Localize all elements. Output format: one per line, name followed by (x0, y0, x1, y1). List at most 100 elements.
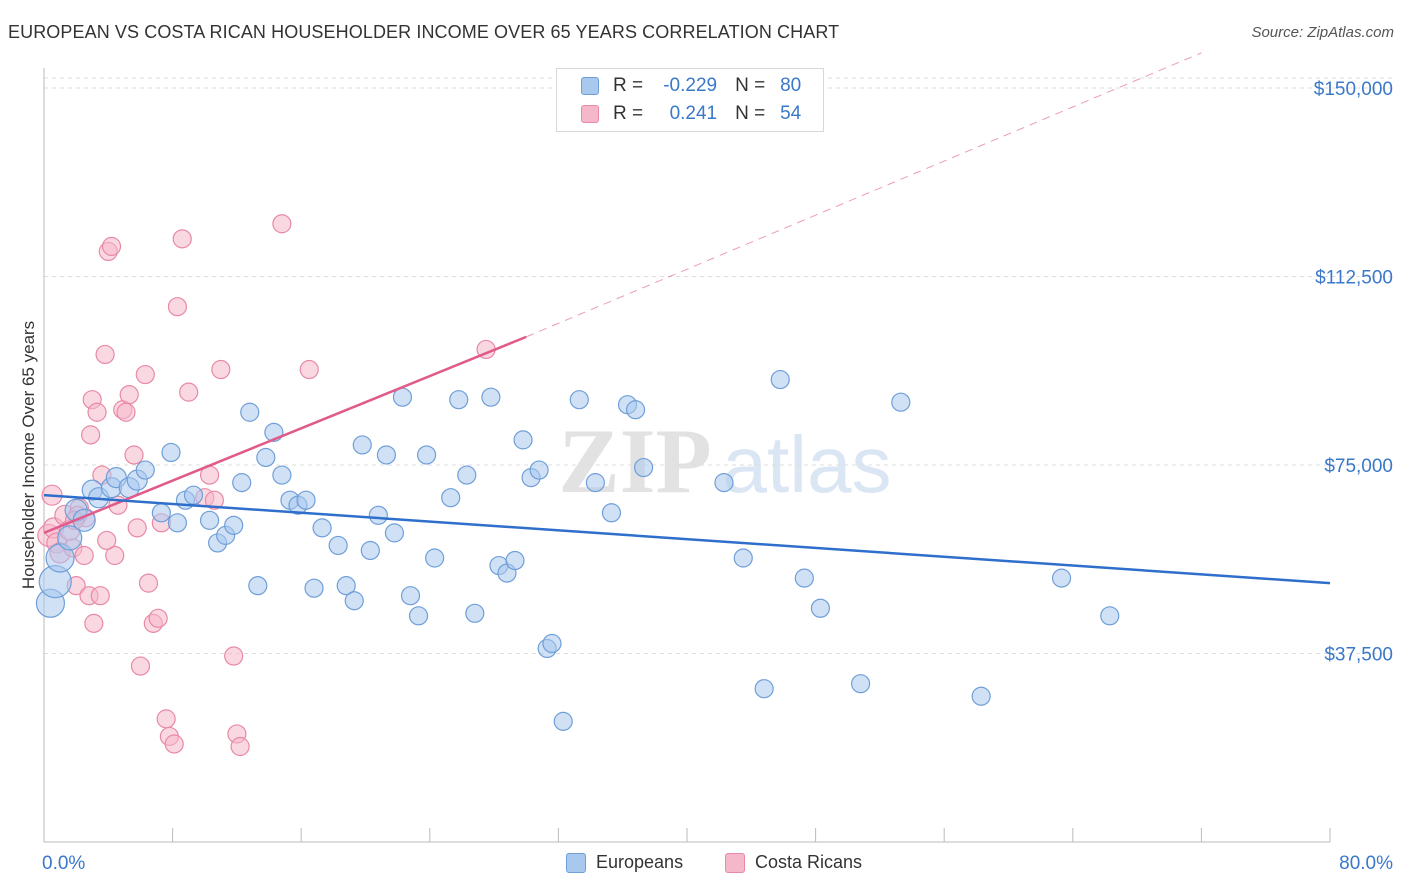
legend-r-label: R = (613, 103, 644, 124)
y-tick-label: $150,000 (1314, 79, 1393, 100)
europeans-point (256, 447, 276, 468)
europeans-point (714, 473, 734, 493)
costa-ricans-point (224, 646, 244, 666)
costa-ricans-point (124, 445, 144, 465)
axes (43, 68, 1331, 843)
europeans-point (449, 390, 469, 410)
europeans-point (57, 525, 83, 551)
europeans-point (336, 576, 356, 596)
legend-row-europeans: R = -0.229 N = 80 (581, 74, 801, 98)
europeans-point (529, 460, 549, 480)
x-tick-label-min: 0.0% (42, 853, 85, 874)
europeans-point (425, 548, 445, 568)
grid-lines (44, 77, 1392, 655)
y-tick-label: $37,500 (1324, 645, 1393, 666)
legend-label-europeans: Europeans (596, 852, 684, 872)
watermark-zip: ZIP (558, 410, 711, 512)
europeans-point (312, 518, 332, 538)
legend-item-europeans[interactable]: Europeans (566, 852, 683, 873)
europeans-point (167, 513, 188, 533)
europeans-point (240, 402, 260, 422)
costa-ricans-point (97, 530, 117, 551)
costa-ricans-point (156, 709, 176, 729)
europeans-point (183, 485, 204, 505)
europeans-point (891, 392, 911, 412)
europeans-point (542, 633, 562, 654)
europeans-point (1051, 568, 1072, 588)
costa-ricans-point (81, 425, 101, 445)
europeans-point (625, 400, 646, 420)
chart-title: EUROPEAN VS COSTA RICAN HOUSEHOLDER INCO… (8, 22, 840, 42)
europeans-point (733, 548, 753, 568)
costa-ricans-point (130, 656, 151, 676)
costa-ricans-point (87, 402, 107, 422)
costa-ricans-point (105, 545, 125, 566)
tick-labels: $37,500 $75,000 $112,500 $150,000 0.0% 80.0% (42, 79, 1393, 874)
legend-n-value: 54 (780, 103, 802, 124)
costa-ricans-trend-extension (526, 52, 1202, 338)
costa-ricans-point (272, 214, 292, 234)
costa-ricans-swatch (725, 852, 745, 873)
trend-lines (43, 52, 1331, 585)
europeans-point (248, 576, 268, 596)
costa-ricans-point (164, 734, 184, 754)
y-tick-label: $112,500 (1315, 268, 1393, 289)
europeans-point (457, 465, 477, 485)
europeans-point (553, 711, 573, 731)
europeans-point (1100, 606, 1120, 626)
europeans-point (851, 674, 871, 694)
costa-ricans-point (95, 344, 115, 365)
europeans-point (161, 442, 181, 463)
legend-row-costa-ricans: R = 0.241 N = 54 (581, 102, 801, 126)
europeans-point (810, 598, 831, 618)
watermark-atlas: atlas (723, 420, 892, 509)
europeans-point (296, 490, 316, 510)
costa-ricans-swatch (581, 105, 599, 123)
europeans-point (505, 550, 525, 571)
europeans-swatch (581, 77, 599, 95)
costa-ricans-point (211, 359, 231, 380)
costa-ricans-point (116, 402, 136, 422)
europeans-swatch (566, 852, 586, 873)
europeans-point (601, 503, 622, 523)
europeans-point (465, 603, 485, 623)
europeans-point (376, 445, 396, 465)
legend-r-value: 0.241 (669, 103, 718, 124)
europeans-point (971, 686, 991, 706)
correlation-legend: R = -0.229 N = 80 R = 0.241 N = 54 (556, 68, 824, 132)
legend-n-value: 80 (780, 75, 802, 96)
europeans-point (232, 473, 252, 493)
costa-ricans-point (172, 229, 192, 249)
costa-ricans-point (135, 364, 155, 385)
costa-ricans-point (167, 297, 188, 317)
europeans-point (272, 465, 292, 485)
europeans-point (328, 535, 348, 556)
costa-ricans-point (119, 385, 139, 405)
europeans-point (416, 445, 437, 465)
legend-label-costa-ricans: Costa Ricans (755, 852, 863, 872)
europeans-point (135, 460, 155, 480)
costa-ricans-point (127, 518, 147, 538)
europeans-point (754, 679, 774, 699)
costa-ricans-point (299, 359, 319, 380)
watermark: ZIP atlas (558, 410, 891, 512)
europeans-point (304, 578, 324, 598)
europeans-point (199, 510, 220, 530)
europeans-point (770, 369, 790, 390)
costa-ricans-point (101, 236, 122, 256)
costa-ricans-point (148, 608, 168, 628)
europeans-point (368, 505, 388, 525)
europeans-trend-line (43, 493, 1331, 585)
europeans-point (400, 586, 421, 606)
europeans-point (360, 540, 380, 561)
legend-n-label: N = (735, 103, 766, 124)
legend-item-costa-ricans[interactable]: Costa Ricans (725, 852, 862, 873)
europeans-point (352, 435, 372, 455)
europeans-point (408, 606, 429, 626)
y-tick-label: $75,000 (1324, 456, 1393, 477)
costa-ricans-point (230, 736, 250, 757)
europeans-point (585, 473, 605, 493)
costa-ricans-point (84, 613, 104, 633)
legend-r-label: R = (613, 75, 644, 96)
